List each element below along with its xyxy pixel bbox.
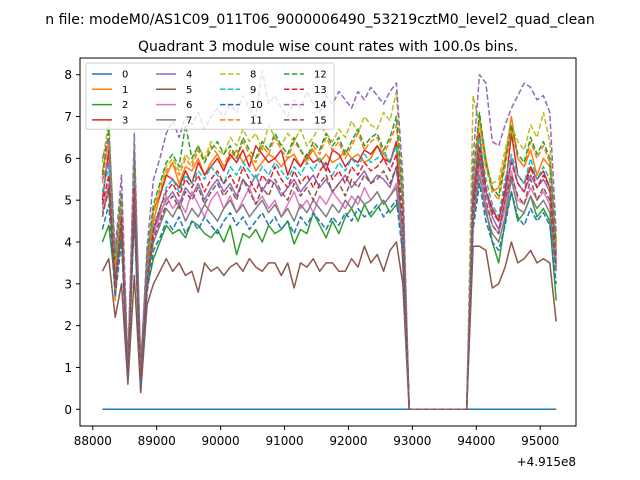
legend-label-0: 0	[122, 70, 128, 81]
legend-label-7: 7	[186, 115, 192, 126]
y-tick-label: 1	[64, 361, 72, 375]
legend-label-8: 8	[250, 70, 256, 81]
series-line-8	[101, 90, 557, 411]
legend-label-14: 14	[314, 100, 327, 111]
legend-label-4: 4	[186, 70, 192, 81]
figure-suptitle: n file: modeM0/AS1C09_011T06_9000006490_…	[45, 12, 594, 28]
y-tick-label: 2	[64, 319, 72, 333]
series-line-10	[101, 182, 557, 411]
x-axis: 88000 89000 90000 91000 92000 93000 94000 95000	[74, 426, 559, 448]
y-tick-label: 7	[64, 110, 72, 124]
series-line-7	[101, 174, 557, 411]
x-tick-label: 92000	[329, 434, 367, 448]
legend-label-3: 3	[122, 115, 128, 126]
x-tick-label: 88000	[74, 434, 112, 448]
series-line-15	[101, 157, 557, 411]
x-tick-label: 90000	[202, 434, 240, 448]
series-line-13	[101, 145, 557, 411]
series-layer	[101, 69, 557, 411]
x-tick-label: 89000	[138, 434, 176, 448]
x-tick-label: 91000	[265, 434, 303, 448]
legend-label-12: 12	[314, 70, 327, 81]
legend-label-9: 9	[250, 85, 256, 96]
legend-label-5: 5	[186, 85, 192, 96]
legend-label-10: 10	[250, 100, 263, 111]
x-tick-label: 95000	[521, 434, 559, 448]
legend-label-15: 15	[314, 115, 327, 126]
series-line-11	[101, 115, 557, 411]
y-tick-label: 0	[64, 403, 72, 417]
series-line-14	[101, 69, 557, 411]
x-offset-label: +4.915e8	[517, 455, 576, 469]
series-line-6	[101, 165, 557, 411]
plot-area	[79, 57, 577, 427]
y-tick-label: 4	[64, 236, 72, 250]
chart-title: Quadrant 3 module wise count rates with …	[138, 39, 518, 55]
x-tick-label: 93000	[393, 434, 431, 448]
y-tick-label: 3	[64, 277, 72, 291]
legend-label-13: 13	[314, 85, 327, 96]
legend-box	[85, 62, 335, 130]
y-tick-label: 6	[64, 152, 72, 166]
x-tick-label: 94000	[457, 434, 495, 448]
series-line-5	[101, 241, 557, 411]
y-tick-label: 8	[64, 68, 72, 82]
series-line-12	[101, 111, 557, 411]
y-axis: 0 1 2 3 4 5 6 7 8	[64, 68, 80, 417]
legend-label-1: 1	[122, 85, 128, 96]
legend-label-2: 2	[122, 100, 128, 111]
legend-label-6: 6	[186, 100, 192, 111]
legend-label-11: 11	[250, 115, 263, 126]
y-tick-label: 5	[64, 194, 72, 208]
